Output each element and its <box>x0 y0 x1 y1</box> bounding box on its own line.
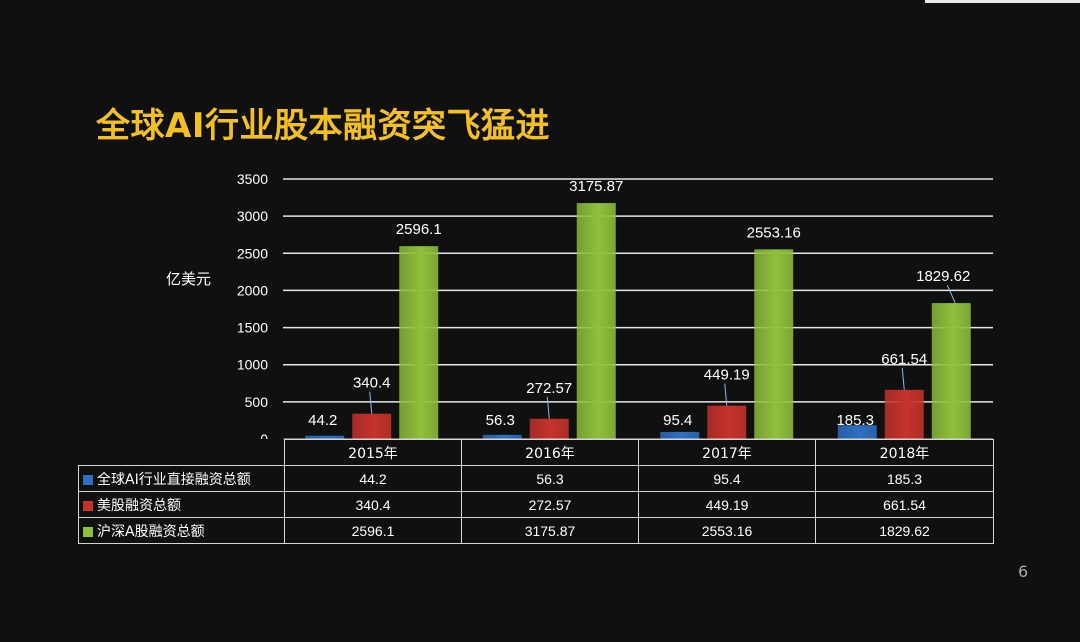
table-value: 3175.87 <box>461 517 639 544</box>
table-value: 185.3 <box>815 465 994 492</box>
slide-title: 全球AI行业股本融资突飞猛进 <box>96 106 550 146</box>
legend-swatch <box>83 500 93 511</box>
data-label: 2553.16 <box>747 224 801 241</box>
legend-swatch <box>83 474 93 485</box>
table-value: 95.4 <box>638 465 816 492</box>
table-row: 全球AI行业直接融资总额 44.2 56.3 95.4 185.3 <box>78 465 994 492</box>
bar-2 <box>352 413 392 439</box>
data-label: 1829.62 <box>916 268 970 285</box>
table-value: 449.19 <box>638 491 816 518</box>
table-value: 272.57 <box>461 491 639 518</box>
data-label: 272.57 <box>526 380 572 397</box>
legend-swatch <box>83 526 93 537</box>
data-label: 95.4 <box>663 412 692 429</box>
y-tick-label: 3000 <box>237 208 268 224</box>
x-tick-label: 2015年 <box>284 439 462 466</box>
data-label: 340.4 <box>353 375 391 392</box>
legend-entry: 美股融资总额 <box>78 491 285 518</box>
bar-1 <box>660 431 700 439</box>
bar-3 <box>399 246 439 439</box>
bar-2 <box>884 389 924 439</box>
table-value: 340.4 <box>284 491 462 518</box>
x-tick-label: 2016年 <box>461 439 639 466</box>
legend-label: 美股融资总额 <box>97 497 181 514</box>
data-label: 56.3 <box>486 412 515 429</box>
data-label-leader <box>546 396 550 419</box>
data-label: 3175.87 <box>569 178 623 195</box>
bar-1 <box>837 425 877 439</box>
bar-3 <box>576 203 616 439</box>
table-value: 2596.1 <box>284 517 462 544</box>
bar-2 <box>529 418 569 439</box>
data-label-leader <box>369 391 373 414</box>
y-tick-label: 1000 <box>237 357 268 373</box>
data-label: 661.54 <box>881 351 927 368</box>
data-label: 449.19 <box>704 367 750 384</box>
data-label-leader <box>724 383 728 406</box>
y-tick-label: 2500 <box>237 245 268 261</box>
table-row: 美股融资总额 340.4 272.57 449.19 661.54 <box>78 491 994 518</box>
y-tick-label: 3500 <box>237 171 268 187</box>
data-label-leader <box>901 367 905 390</box>
bar-2 <box>707 405 747 439</box>
y-tick-label: 500 <box>245 394 269 410</box>
x-tick-label: 2018年 <box>815 439 994 466</box>
chart-data-table: 2015年 2016年 2017年 2018年全球AI行业直接融资总额 44.2 56.3… <box>78 439 994 544</box>
top-edge-strip <box>925 0 1080 3</box>
table-value: 56.3 <box>461 465 639 492</box>
table-header-row: 2015年 2016年 2017年 2018年 <box>78 439 994 466</box>
bar-1 <box>482 434 522 439</box>
table-value: 661.54 <box>815 491 994 518</box>
bar-1 <box>305 435 345 439</box>
table-value: 1829.62 <box>815 517 994 544</box>
data-label: 2596.1 <box>396 221 442 238</box>
x-tick-label: 2017年 <box>638 439 816 466</box>
table-value: 2553.16 <box>638 517 816 544</box>
data-label-leader <box>946 284 956 304</box>
page-number: 6 <box>1018 562 1029 581</box>
legend-label: 全球AI行业直接融资总额 <box>97 471 251 488</box>
table-value: 44.2 <box>284 465 462 492</box>
legend-entry: 沪深A股融资总额 <box>78 517 285 544</box>
legend-label: 沪深A股融资总额 <box>97 523 205 540</box>
table-row: 沪深A股融资总额 2596.1 3175.87 2553.16 1829.62 <box>78 517 994 544</box>
legend-entry: 全球AI行业直接融资总额 <box>78 465 285 492</box>
bar-3 <box>754 249 794 439</box>
bar-3 <box>931 303 971 439</box>
y-tick-label: 2000 <box>237 282 268 298</box>
data-label: 44.2 <box>308 412 337 429</box>
y-tick-label: 1500 <box>237 320 268 336</box>
y-axis-unit-label: 亿美元 <box>166 270 212 288</box>
data-label: 185.3 <box>836 412 874 429</box>
table-corner <box>78 439 285 466</box>
